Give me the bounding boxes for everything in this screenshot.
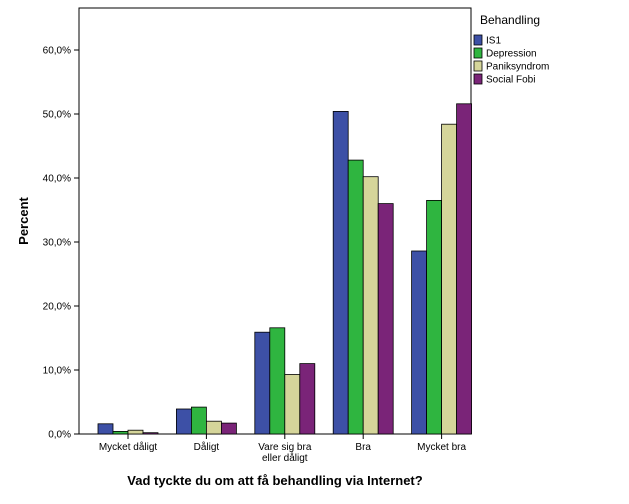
x-tick-label: Vare sig bra [258,442,312,453]
legend-label: Social Fobi [486,75,535,86]
bar-social-fobi [299,363,316,435]
bar-depression [190,406,207,435]
bar-depression [347,159,364,435]
y-axis-title: Percent [16,196,31,244]
y-tick-label: 40,0% [43,174,71,185]
x-tick-label: Mycket bra [417,442,466,453]
bar-social-fobi [220,422,237,435]
bar-depression [426,199,443,435]
bar-paniksyndrom [205,420,222,435]
y-tick-label: 50,0% [43,110,71,121]
legend-swatch [473,34,483,46]
x-tick-label: Dåligt [194,441,220,453]
bar-social-fobi [377,203,394,435]
bar-social-fobi [456,103,473,435]
legend-swatch [473,47,483,59]
bar-paniksyndrom [441,123,458,435]
bar-is1 [97,423,114,435]
bar-paniksyndrom [127,429,144,435]
bar-is1 [175,408,192,435]
bar-is1 [332,111,349,435]
legend: Behandling IS1 Depression Paniksyndrom Soci… [473,13,549,86]
x-tick-label: Bra [355,442,371,453]
y-tick-label: 10,0% [43,366,71,377]
bar-is1 [254,331,271,435]
legend-label: Paniksyndrom [486,62,549,73]
bars [97,103,473,435]
y-tick-label: 20,0% [43,302,71,313]
y-axis: 0,0% 10,0% 20,0% 30,0% 40,0% 50,0% 60,0% [43,46,79,441]
legend-label: Depression [486,49,537,60]
legend-label: IS1 [486,36,501,47]
y-tick-label: 60,0% [43,46,71,57]
x-tick-label: eller dåligt [262,452,308,464]
bar-paniksyndrom [362,176,379,435]
bar-paniksyndrom [284,374,301,435]
bar-is1 [411,250,428,435]
legend-swatch [473,60,483,72]
legend-title: Behandling [480,13,540,27]
legend-swatch [473,73,483,85]
y-tick-label: 0,0% [48,430,71,441]
x-axis-title: Vad tyckte du om att få behandling via I… [127,473,422,488]
bar-depression [269,327,286,435]
bar-depression [112,430,129,435]
bar-social-fobi [142,432,159,435]
x-tick-label: Mycket dåligt [99,441,158,453]
y-tick-label: 30,0% [43,238,71,249]
